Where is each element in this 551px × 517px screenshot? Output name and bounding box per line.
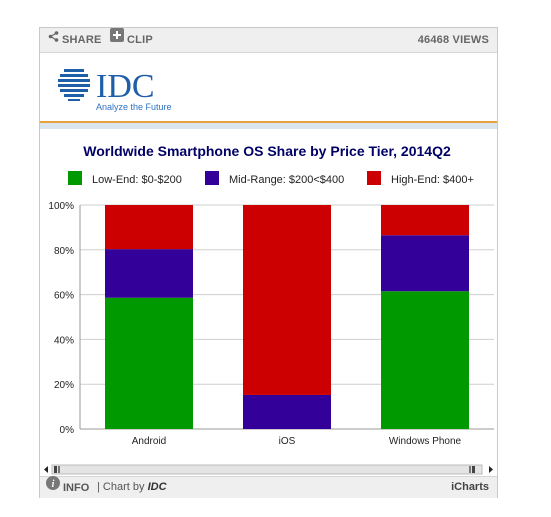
- x-tick-label: Windows Phone: [389, 436, 462, 447]
- y-tick-label: 20%: [54, 380, 74, 391]
- share-icon: [48, 27, 59, 51]
- bar-windows-phone-series-2[interactable]: [381, 205, 469, 236]
- legend-swatch-0: [68, 171, 82, 185]
- logo-divider-band: [40, 123, 497, 129]
- legend-label-0: Low-End: $0-$200: [92, 174, 182, 186]
- scroll-grip: [469, 466, 471, 473]
- bar-android-series-1[interactable]: [105, 249, 193, 298]
- chart-legend: Low-End: $0-$200 Mid-Range: $200<$400 High…: [68, 171, 474, 186]
- logo-area: IDC Analyze the Future: [40, 53, 497, 121]
- share-label: SHARE: [62, 34, 102, 46]
- credit-brand: IDC: [147, 481, 167, 493]
- scroll-right-arrow-icon[interactable]: [489, 466, 493, 473]
- scroll-handle-left[interactable]: [54, 466, 57, 473]
- bar-ios-series-1[interactable]: [243, 394, 331, 429]
- clip-label: CLIP: [127, 34, 153, 46]
- svg-text:i: i: [52, 479, 55, 490]
- horizontal-scrollbar[interactable]: [44, 462, 493, 475]
- bar-windows-phone-series-0[interactable]: [381, 291, 469, 429]
- clip-button[interactable]: CLIP: [110, 28, 153, 52]
- legend-label-2: High-End: $400+: [391, 174, 474, 186]
- legend-swatch-1: [205, 171, 219, 185]
- scroll-handle-right[interactable]: [472, 466, 475, 473]
- x-axis: Android iOS Windows Phone: [132, 436, 462, 447]
- bar-android-series-0[interactable]: [105, 297, 193, 429]
- chart-title: Worldwide Smartphone OS Share by Price T…: [83, 143, 451, 159]
- info-button[interactable]: i INFO: [46, 476, 90, 498]
- info-icon: i: [46, 476, 60, 498]
- credit-separator: |: [97, 481, 100, 493]
- y-tick-label: 60%: [54, 291, 74, 302]
- globe-icon: [58, 69, 90, 101]
- x-tick-label: Android: [132, 436, 166, 447]
- x-tick-label: iOS: [279, 436, 296, 447]
- logo-divider: [40, 121, 497, 123]
- y-tick-label: 80%: [54, 246, 74, 257]
- bar-ios-series-2[interactable]: [243, 205, 331, 395]
- views-count: 46468 VIEWS: [417, 34, 489, 46]
- plus-icon: [110, 27, 124, 51]
- stacked-bar-chart: Worldwide Smartphone OS Share by Price T…: [48, 143, 494, 447]
- credit-text: Chart by: [102, 481, 145, 493]
- chart-widget: SHARE CLIP 46468 VIEWS: [39, 27, 498, 498]
- y-tick-label: 40%: [54, 335, 74, 346]
- y-axis: 0% 20% 40% 60% 80% 100%: [48, 201, 81, 436]
- widget-footer: i INFO | Chart by IDC iCharts: [40, 476, 497, 498]
- bar-android-series-2[interactable]: [105, 205, 193, 250]
- idc-logo: IDC Analyze the Future: [58, 68, 172, 112]
- share-button[interactable]: SHARE: [48, 28, 102, 52]
- scroll-grip: [58, 466, 60, 473]
- legend-swatch-2: [367, 171, 381, 185]
- chart-bars: [105, 205, 469, 429]
- icharts-link[interactable]: iCharts: [451, 481, 489, 493]
- y-tick-label: 100%: [48, 201, 74, 212]
- logo-brand: IDC: [96, 68, 155, 105]
- bar-windows-phone-series-1[interactable]: [381, 235, 469, 292]
- scroll-left-arrow-icon[interactable]: [44, 466, 48, 473]
- logo-tagline: Analyze the Future: [96, 102, 172, 112]
- y-tick-label: 0%: [60, 425, 75, 436]
- chart-credit: | Chart by IDC: [97, 477, 167, 498]
- scrollbar-track[interactable]: [51, 464, 483, 475]
- info-label: INFO: [63, 481, 90, 494]
- widget-toolbar: SHARE CLIP 46468 VIEWS: [40, 28, 497, 53]
- legend-label-1: Mid-Range: $200<$400: [229, 174, 344, 186]
